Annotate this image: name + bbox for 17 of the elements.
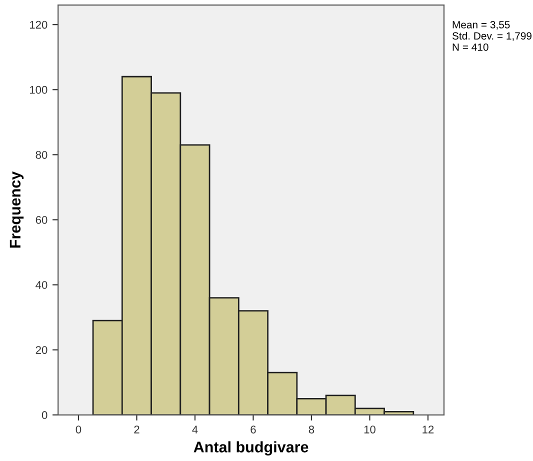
y-tick-label: 0 xyxy=(42,411,48,420)
y-tick-label: 60 xyxy=(36,216,48,224)
y-tick-label: 100 xyxy=(30,86,48,94)
y-axis-title: Frequency xyxy=(10,171,24,248)
x-tick-label: 8 xyxy=(308,426,314,434)
x-tick-label: 12 xyxy=(422,426,434,434)
y-tick-label: 40 xyxy=(36,281,48,289)
x-tick-label: 6 xyxy=(250,426,256,434)
x-axis-title: Antal budgivare xyxy=(194,441,308,456)
x-tick-label: 4 xyxy=(192,426,198,434)
x-tick-label: 10 xyxy=(364,426,376,434)
x-tick-label: 2 xyxy=(134,426,140,434)
y-tick-label: 80 xyxy=(36,150,48,159)
y-tick-label: 20 xyxy=(36,346,48,354)
x-tick-label: 0 xyxy=(76,426,82,434)
text: Mean = 3,55 Std. Dev. = 1,799 N = 410 xyxy=(452,21,532,51)
y-tick-label: 120 xyxy=(30,20,48,29)
